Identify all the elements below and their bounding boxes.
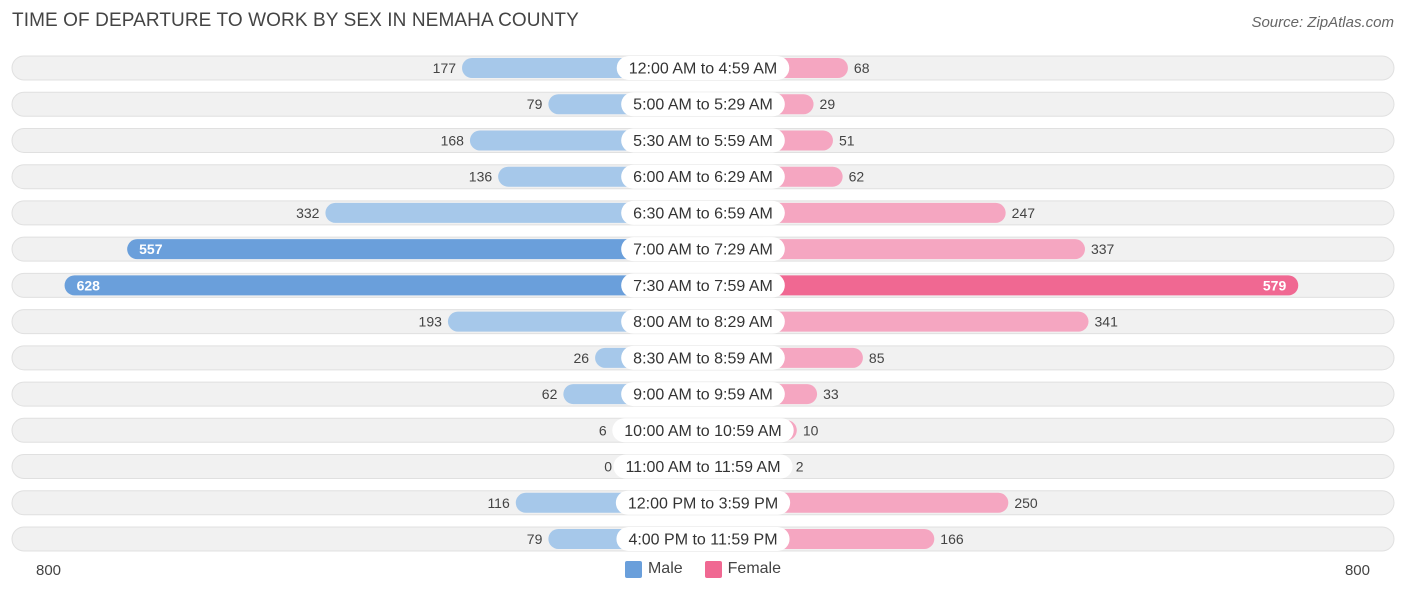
category-label-pill [621, 164, 785, 189]
category-label-pill [621, 345, 785, 370]
value-label-female: 29 [820, 96, 836, 112]
category-label-pill [621, 382, 785, 407]
category-label: 12:00 PM to 3:59 PM [628, 495, 778, 512]
category-label: 7:00 AM to 7:29 AM [633, 242, 773, 259]
bar-female [703, 311, 1089, 332]
legend-label-male: Male [647, 560, 683, 577]
value-label-female: 166 [940, 531, 964, 547]
bar-female [703, 239, 1085, 260]
category-label: 11:00 AM to 11:59 AM [625, 459, 780, 476]
value-label-male: 79 [527, 531, 543, 547]
legend-swatch-male [624, 560, 642, 578]
legend-item-female[interactable]: Female [704, 560, 782, 578]
value-label-female: 62 [849, 169, 865, 185]
category-label: 12:00 AM to 4:59 AM [629, 61, 778, 78]
category-label: 8:30 AM to 8:59 AM [633, 350, 773, 367]
category-label-pill [621, 200, 785, 225]
value-label-male: 628 [77, 277, 101, 293]
value-label-female: 247 [1012, 205, 1036, 221]
category-label-pill [616, 526, 790, 551]
category-label: 4:00 PM to 11:59 PM [628, 531, 777, 548]
value-label-female: 2 [796, 459, 804, 475]
category-label-pill [613, 454, 793, 479]
bar-male [325, 202, 703, 223]
value-label-female: 10 [803, 422, 819, 438]
legend-label-female: Female [727, 560, 782, 577]
category-label-pill [616, 56, 790, 80]
axis-left-label: 800 [36, 562, 62, 579]
value-label-female: 51 [839, 132, 855, 148]
category-label-pill [621, 237, 785, 262]
chart-title: TIME OF DEPARTURE TO WORK BY SEX IN NEMA… [12, 10, 579, 31]
value-label-female: 85 [869, 350, 885, 366]
legend: Male Female [0, 560, 1406, 578]
value-label-male: 168 [441, 132, 465, 148]
legend-item-male[interactable]: Male [624, 560, 683, 578]
source-label: Source: ZipAtlas.com [1251, 14, 1394, 31]
value-label-female: 33 [823, 386, 839, 402]
value-label-male: 177 [433, 60, 457, 76]
bar-female [703, 275, 1299, 296]
value-label-female: 250 [1014, 495, 1038, 511]
value-label-male: 136 [469, 169, 493, 185]
value-label-female: 68 [854, 60, 870, 76]
axis-right-label: 800 [1344, 562, 1370, 579]
value-label-male: 0 [604, 459, 612, 475]
value-label-male: 62 [542, 386, 558, 402]
category-label: 6:00 AM to 6:29 AM [633, 169, 773, 186]
category-label: 7:30 AM to 7:59 AM [633, 278, 773, 295]
category-label: 9:00 AM to 9:59 AM [633, 387, 773, 404]
value-label-female: 337 [1091, 241, 1115, 257]
value-label-male: 557 [139, 241, 163, 257]
category-label-pill [615, 490, 791, 515]
value-label-female: 341 [1095, 314, 1119, 330]
value-label-male: 26 [574, 350, 590, 366]
bar-male [127, 239, 704, 260]
category-label-pill [621, 128, 785, 153]
category-label: 6:30 AM to 6:59 AM [633, 205, 773, 222]
legend-swatch-female [704, 560, 722, 578]
category-label: 8:00 AM to 8:29 AM [633, 314, 773, 331]
value-label-female: 579 [1263, 277, 1287, 293]
category-label-pill [621, 92, 785, 117]
category-label: 5:00 AM to 5:29 AM [633, 97, 773, 114]
category-label-pill [612, 418, 794, 443]
value-label-male: 193 [419, 314, 443, 330]
value-label-male: 332 [296, 205, 320, 221]
value-label-male: 116 [487, 495, 510, 511]
category-label: 10:00 AM to 10:59 AM [624, 423, 781, 440]
bar-male [64, 275, 703, 296]
category-label-pill [621, 309, 785, 334]
category-label: 5:30 AM to 5:59 AM [633, 133, 773, 150]
value-label-male: 6 [599, 422, 607, 438]
category-label-pill [621, 273, 785, 298]
value-label-male: 79 [527, 96, 543, 112]
